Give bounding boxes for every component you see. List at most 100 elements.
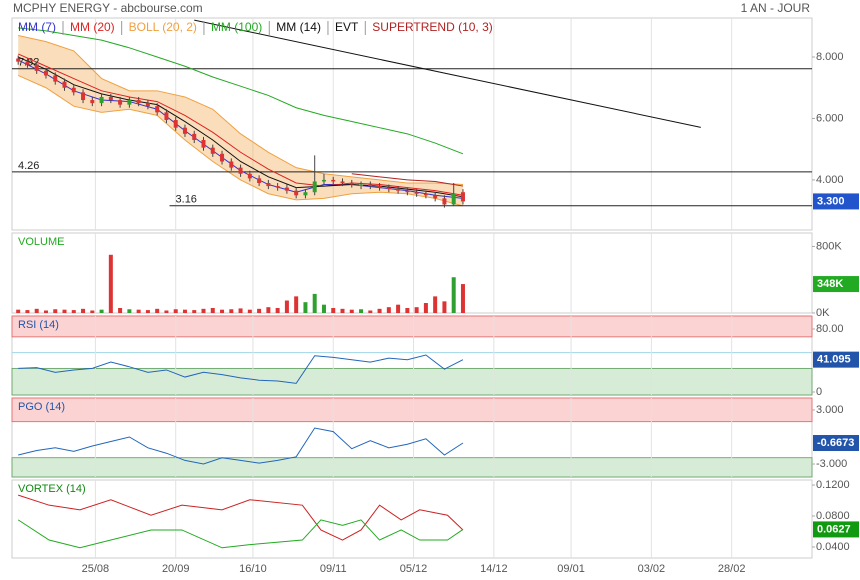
candle-body — [386, 187, 391, 190]
candle-body — [284, 187, 289, 191]
indicator-line — [194, 19, 701, 128]
volume-bar — [173, 309, 178, 313]
volume-bar — [238, 308, 243, 313]
volume-bar — [90, 310, 95, 313]
y-tick-label: 80.00 — [816, 323, 844, 335]
volume-bar — [405, 308, 410, 313]
volume-bar — [182, 309, 187, 313]
last-value-box — [813, 193, 859, 210]
panel-frame — [11, 232, 813, 314]
indicator-line — [18, 354, 464, 384]
candle-body — [182, 127, 187, 134]
volume-bar — [229, 309, 234, 313]
volume-bar — [118, 308, 123, 313]
candle-body — [173, 120, 178, 128]
candle-body — [164, 112, 169, 121]
candle-body — [257, 178, 262, 183]
candle-body — [238, 167, 243, 174]
indicator-line — [17, 519, 464, 549]
last-value-label: -0.6673 — [817, 437, 854, 449]
panel-title: RSI (14) — [18, 319, 59, 331]
candle-body — [303, 192, 308, 196]
volume-bar — [321, 304, 326, 313]
volume-bar — [201, 308, 206, 313]
candle-body — [81, 92, 86, 101]
volume-bar — [349, 309, 354, 313]
bollinger-upper — [18, 35, 463, 186]
volume-bar — [16, 309, 21, 313]
volume-bar — [247, 309, 252, 313]
last-value-box — [813, 276, 859, 293]
volume-bar — [53, 309, 58, 313]
x-tick-label: 25/08 — [82, 563, 110, 575]
x-tick-label: 20/09 — [162, 563, 190, 575]
indicator-line — [18, 27, 464, 155]
legend-entry: MM (100) — [211, 20, 262, 34]
volume-bar — [451, 277, 456, 313]
chart-title: MCPHY ENERGY - abcbourse.com — [13, 1, 203, 15]
y-tick-label: 0.1200 — [816, 479, 850, 491]
volume-bar — [294, 296, 299, 313]
volume-bar — [340, 308, 345, 313]
volume-bar — [414, 307, 419, 313]
last-value-label: 41.095 — [817, 354, 851, 366]
volume-bar — [423, 303, 428, 313]
overbought-band — [11, 397, 813, 423]
period: 1 AN - JOUR — [741, 1, 811, 15]
x-tick-label: 09/11 — [320, 563, 347, 575]
candle-body — [25, 61, 30, 65]
candle-body — [118, 100, 123, 105]
x-tick-label: 28/02 — [718, 563, 746, 575]
candle-body — [201, 139, 206, 148]
oversold-band — [11, 367, 813, 396]
volume-bar — [62, 309, 67, 313]
candle-body — [331, 179, 336, 182]
legend-entry: MM (14) — [276, 20, 321, 34]
candle-body — [43, 70, 48, 76]
candle-body — [451, 193, 456, 205]
panel-title: PGO (14) — [18, 401, 65, 413]
candle-body — [349, 182, 354, 185]
legend-entry: MM (20) — [70, 20, 115, 34]
candle-body — [210, 147, 215, 154]
oversold-band — [11, 457, 813, 478]
y-tick-label: 6.000 — [816, 112, 844, 124]
volume-bar — [34, 308, 39, 313]
volume-bar — [71, 310, 76, 313]
y-tick-label: 0.0800 — [816, 510, 850, 522]
last-value-box — [813, 351, 859, 368]
volume-bar — [155, 308, 160, 313]
y-tick-label: 8.000 — [816, 51, 844, 63]
panel-frame — [11, 17, 813, 231]
legend-entry: SUPERTREND (10, 3) — [372, 20, 492, 34]
candle-body — [90, 100, 95, 104]
volume-bar — [136, 309, 141, 313]
volume-bar — [433, 296, 438, 313]
x-tick-label: 09/01 — [557, 563, 585, 575]
candle-body — [53, 75, 58, 82]
y-tick-label: 4.000 — [816, 174, 844, 186]
candle-body — [192, 133, 197, 140]
candle-body — [71, 87, 76, 93]
price-level-label: 4.26 — [18, 160, 39, 172]
candle-body — [460, 192, 465, 202]
candle-body — [414, 192, 419, 194]
candle-body — [62, 81, 67, 88]
volume-bar — [275, 308, 280, 313]
volume-bar — [377, 308, 382, 313]
volume-bar — [442, 301, 447, 313]
candle-body — [340, 181, 345, 183]
candle-body — [312, 181, 317, 193]
panel-title: VORTEX (14) — [18, 483, 86, 495]
volume-bar — [331, 308, 336, 313]
indicator-line — [18, 494, 464, 541]
candle-body — [16, 58, 21, 62]
last-value-box — [813, 435, 859, 452]
volume-bar — [81, 308, 86, 313]
volume-bar — [386, 307, 391, 313]
volume-bar — [127, 309, 132, 313]
candle-body — [145, 103, 150, 107]
y-tick-label: 3.000 — [816, 404, 844, 416]
last-value-label: 0.0627 — [817, 523, 851, 535]
